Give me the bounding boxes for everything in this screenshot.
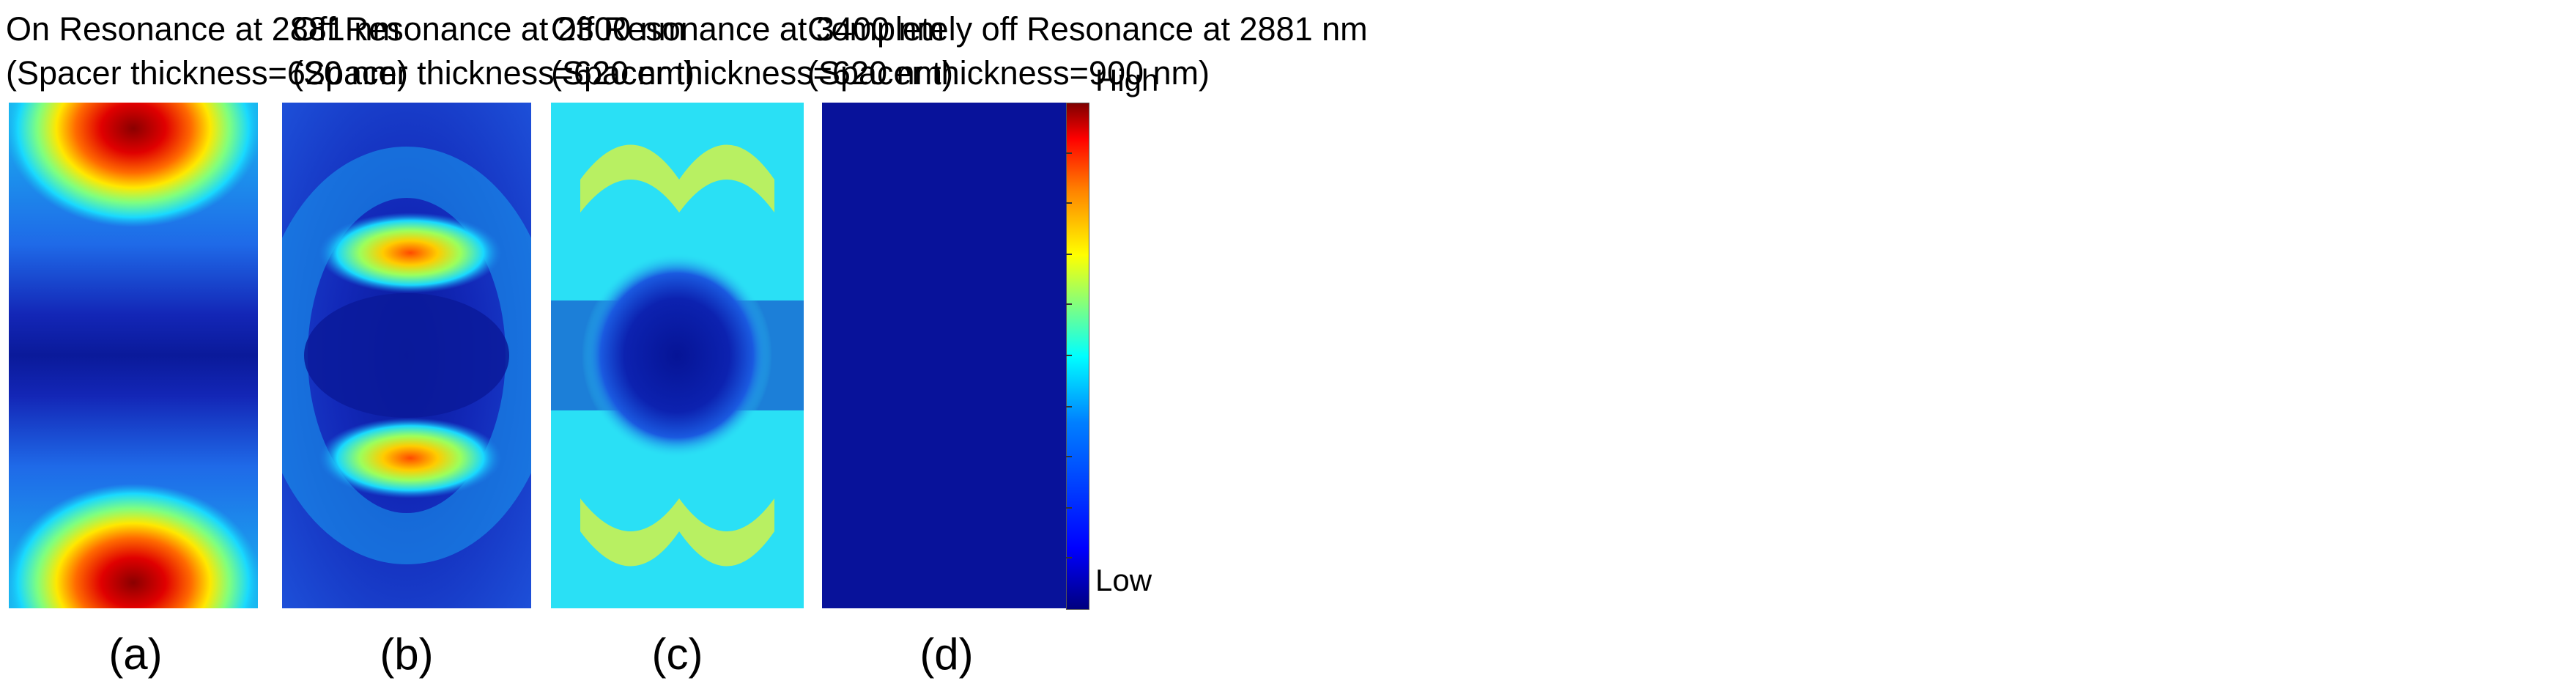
heatmap-b-svg [282,103,531,608]
colorbar-low-label: Low [1095,563,1152,597]
heatmap-c [551,103,804,608]
panel-d-title-line1: Completely off Resonance at 2881 nm [807,10,1368,48]
panel-b-title: Off Resonance at 2300 nm (Spacer thickne… [292,7,695,95]
panel-b: Off Resonance at 2300 nm (Spacer thickne… [282,0,695,686]
colorbar-tick [1066,507,1072,509]
panel-d-label: (d) [919,630,974,679]
panel-a-title-line2: (Spacer thickness=620 nm) [6,54,409,92]
colorbar-tick [1066,303,1072,305]
heatmap-a-svg [9,103,258,608]
heatmap-c-top-band [580,144,774,213]
heatmap-a-top-lobe [9,103,258,227]
panel-b-label: (b) [380,630,434,679]
colorbar-tick [1066,456,1072,457]
panel-c: Off Resonance at 3400 nm (Spacer thickne… [551,0,953,686]
heatmap-c-center [582,253,772,458]
panel-d-title: Completely off Resonance at 2881 nm (Spa… [807,7,1368,95]
heatmap-c-bottom-band [580,498,774,567]
panel-c-title-line2: (Spacer thickness=620 nm) [551,54,954,92]
panel-d: Completely off Resonance at 2881 nm (Spa… [807,0,1368,686]
heatmap-a-bottom-lobe [9,484,258,608]
colorbar-tick [1066,202,1072,204]
panel-a-title-line1: On Resonance at 2881 nm [6,10,400,48]
colorbar-tick [1066,406,1072,407]
colorbar-tick [1066,557,1072,558]
heatmap-b-bottom-arc [319,418,502,498]
panel-c-title: Off Resonance at 3400 nm (Spacer thickne… [551,7,953,95]
colorbar-tick [1066,152,1072,154]
colorbar-high-label: High [1095,63,1159,97]
panel-c-label: (c) [651,630,703,679]
panel-a: On Resonance at 2881 nm (Spacer thicknes… [0,0,408,686]
heatmap-a [9,103,258,608]
heatmap-c-svg [551,103,804,608]
panel-b-title-line1: Off Resonance at 2300 nm [292,10,686,48]
heatmap-d [822,103,1071,608]
panel-c-title-line1: Off Resonance at 3400 nm [551,10,945,48]
panel-a-title: On Resonance at 2881 nm (Spacer thicknes… [6,7,408,95]
colorbar-gradient [1066,103,1089,610]
heatmap-b-top-arc [319,213,502,293]
heatmap-b-ring [282,147,531,564]
panel-a-label: (a) [108,630,163,679]
panel-d-title-line2: (Spacer thickness=900 nm) [807,54,1210,92]
colorbar-tick [1066,254,1072,255]
heatmap-b-center [304,293,509,418]
panel-b-title-line2: (Spacer thickness=620 nm) [292,54,695,92]
colorbar-tick [1066,355,1072,356]
heatmap-b [282,103,531,608]
